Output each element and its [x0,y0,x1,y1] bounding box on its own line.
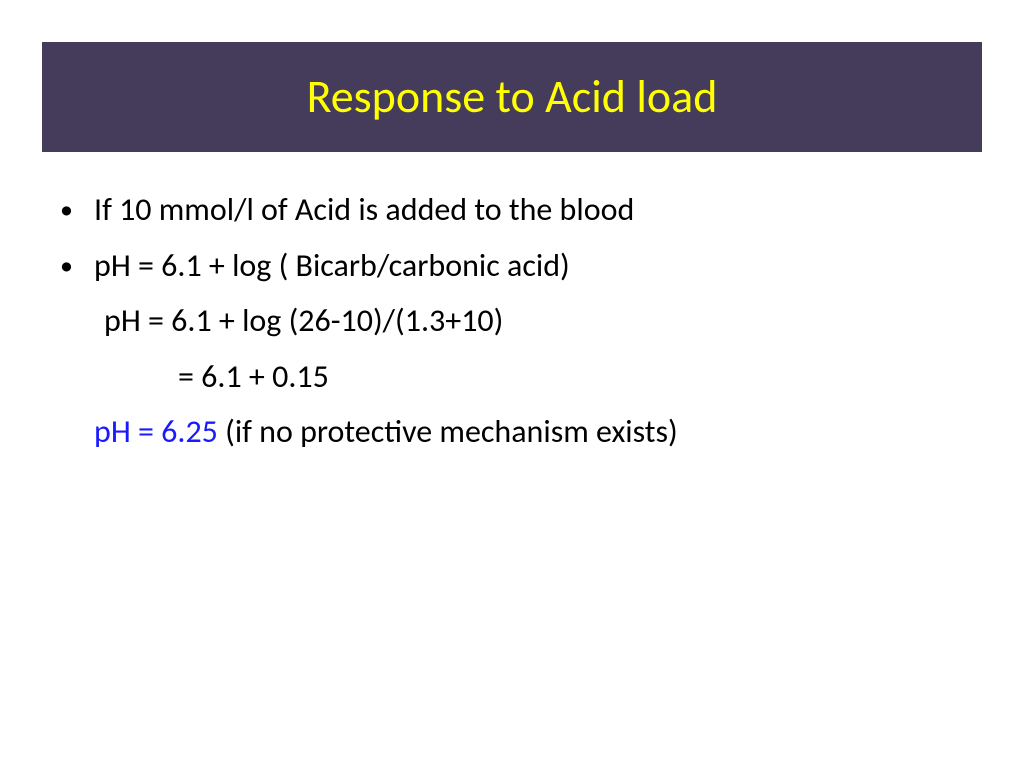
bullet-dot-icon: • [60,241,94,285]
calc-line: = 6.1 + 0.15 [60,352,970,402]
slide-title: Response to Acid load [307,69,718,125]
bullet-item: • pH = 6.1 + log ( Bicarb/carbonic acid) [60,241,970,291]
bullet-text: pH = 6.1 + log ( Bicarb/carbonic acid) [94,241,970,291]
slide: Response to Acid load • If 10 mmol/l of … [0,0,1024,768]
bullet-item: • If 10 mmol/l of Acid is added to the b… [60,185,970,235]
calc-line: pH = 6.1 + log (26-10)/(1.3+10) [60,296,970,346]
slide-body: • If 10 mmol/l of Acid is added to the b… [60,185,970,463]
bullet-text: If 10 mmol/l of Acid is added to the blo… [94,185,970,235]
bullet-dot-icon: • [60,185,94,229]
title-bar: Response to Acid load [42,42,982,152]
result-line: pH = 6.25 (if no protective mechanism ex… [60,407,970,457]
result-ph: pH = 6.25 [94,412,218,451]
result-note: (if no protective mechanism exists) [218,412,678,451]
